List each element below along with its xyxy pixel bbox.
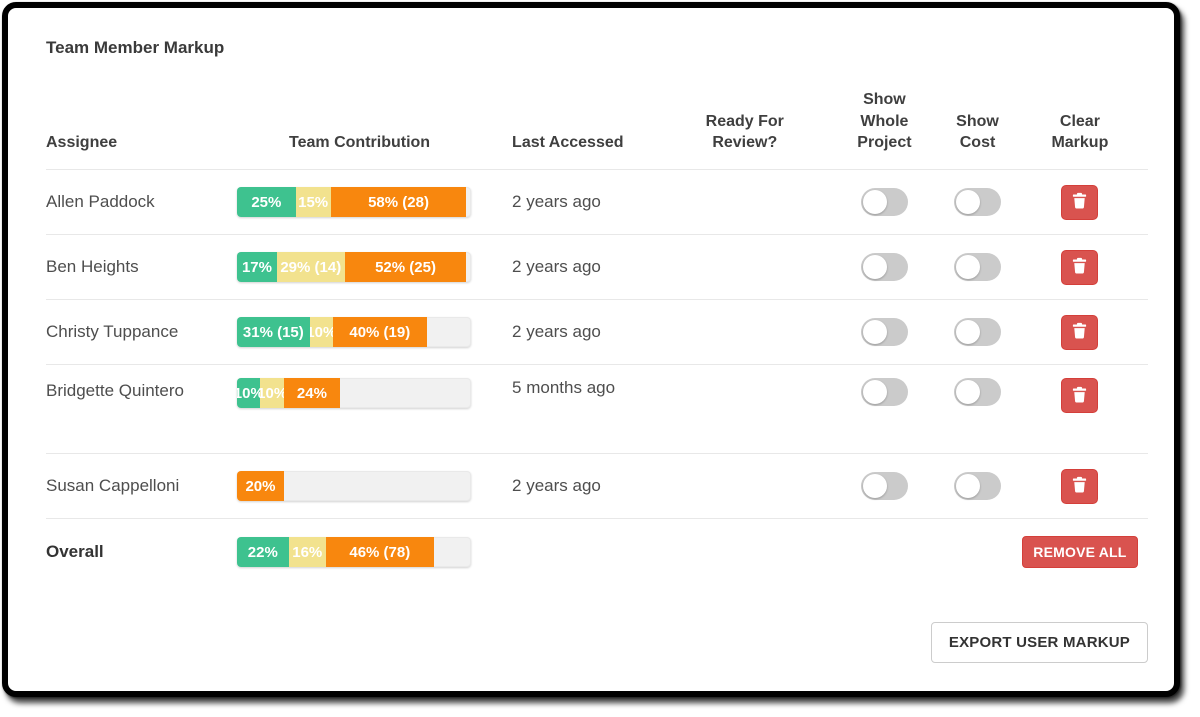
table-row: Allen Paddock 25% 15% 58% (28) 2 years a… [46,170,1148,235]
show-whole-project-toggle[interactable] [860,188,908,216]
bar-segment-yellow: 10% [260,378,284,408]
clear-markup-button[interactable] [1061,378,1099,413]
trash-icon [1071,476,1088,496]
bar-segment-orange: 46% (78) [325,537,434,567]
table-header-row: Assignee Team Contribution Last Accessed… [46,58,1148,170]
assignee-name: Susan Cappelloni [46,475,180,495]
toggle-knob [956,474,981,498]
last-accessed-value: 2 years ago [512,322,601,341]
bar-segment-orange: 58% (28) [330,187,467,217]
contribution-bar: 17% 29% (14) 52% (25) [237,252,472,282]
toggle-knob [956,190,981,214]
bar-segment-yellow: 29% (14) [276,252,345,282]
last-accessed-value: 2 years ago [512,192,601,211]
show-cost-toggle[interactable] [954,318,1002,346]
bar-segment-orange: 40% (19) [333,317,427,347]
bar-segment-yellow: 16% [288,537,326,567]
toggle-knob [956,380,981,404]
trash-icon [1071,257,1088,277]
bar-segment-green: 22% [237,537,289,567]
remove-all-button[interactable]: REMOVE ALL [1022,536,1138,568]
assignee-name: Ben Heights [46,256,139,276]
toggle-knob [956,320,981,344]
assignee-name: Christy Tuppance [46,321,179,341]
show-whole-project-toggle[interactable] [860,318,908,346]
page-title: Team Member Markup [46,38,225,57]
trash-icon [1071,322,1088,342]
show-cost-toggle[interactable] [954,253,1002,281]
bar-segment-green: 31% (15) [237,317,310,347]
contribution-bar: 10% 10% 24% [237,378,472,408]
clear-markup-button[interactable] [1061,468,1099,504]
overall-row: Overall 22% 16% 46% (78) REMOVE ALL [46,519,1148,585]
export-user-markup-button[interactable]: EXPORT USER MARKUP [930,622,1148,663]
clear-markup-button[interactable] [1061,249,1099,285]
contribution-bar: 31% (15) 10% 40% (19) [237,317,472,347]
bar-segment-orange: 20% [237,471,284,501]
toggle-knob [862,380,887,404]
bar-segment-yellow: 10% [309,317,333,347]
col-header-clear-markup: Clear Markup [1051,112,1109,152]
toggle-knob [862,320,887,344]
bar-segment-yellow: 15% [295,187,331,217]
show-cost-toggle[interactable] [954,472,1002,500]
toggle-knob [862,190,887,214]
bar-segment-orange: 24% [283,378,341,408]
overall-label: Overall [46,541,104,561]
bar-segment-green: 25% [237,187,296,217]
trash-icon [1071,386,1088,406]
overall-contribution-bar: 22% 16% 46% (78) [237,537,472,567]
last-accessed-value: 2 years ago [512,257,601,276]
clear-markup-button[interactable] [1061,184,1099,220]
assignee-name: Bridgette Quintero [46,381,184,400]
contribution-bar: 25% 15% 58% (28) [237,187,472,217]
bar-segment-green: 17% [237,252,277,282]
col-header-ready-for-review: Ready For Review? [705,112,784,152]
toggle-knob [862,474,887,498]
trash-icon [1071,192,1088,212]
col-header-last-accessed: Last Accessed [512,134,624,152]
col-header-team-contribution: Team Contribution [289,134,431,152]
table-row: Ben Heights 17% 29% (14) 52% (25) 2 year… [46,235,1148,300]
assignee-name: Allen Paddock [46,191,155,211]
contribution-bar: 20% [237,471,472,501]
footer-bar: EXPORT USER MARKUP [46,622,1148,663]
show-cost-toggle[interactable] [954,188,1002,216]
show-cost-toggle[interactable] [954,378,1002,406]
col-header-show-whole-project: Show Whole Project [857,91,912,152]
table-row: Bridgette Quintero 10% 10% 24% 5 months … [46,365,1148,454]
col-header-assignee: Assignee [46,134,118,152]
last-accessed-value: 5 months ago [512,378,616,397]
table-row: Susan Cappelloni 20% 2 years ago [46,454,1148,519]
table-row: Christy Tuppance 31% (15) 10% 40% (19) 2… [46,300,1148,365]
show-whole-project-toggle[interactable] [860,253,908,281]
toggle-knob [956,255,981,279]
col-header-show-cost: Show Cost [956,112,999,152]
bar-segment-orange: 52% (25) [344,252,467,282]
show-whole-project-toggle[interactable] [860,378,908,406]
bar-segment-green: 10% [237,378,261,408]
show-whole-project-toggle[interactable] [860,472,908,500]
team-member-markup-panel: Team Member Markup Assignee Team Contrib… [2,2,1180,697]
toggle-knob [862,255,887,279]
clear-markup-button[interactable] [1061,314,1099,350]
last-accessed-value: 2 years ago [512,476,601,495]
